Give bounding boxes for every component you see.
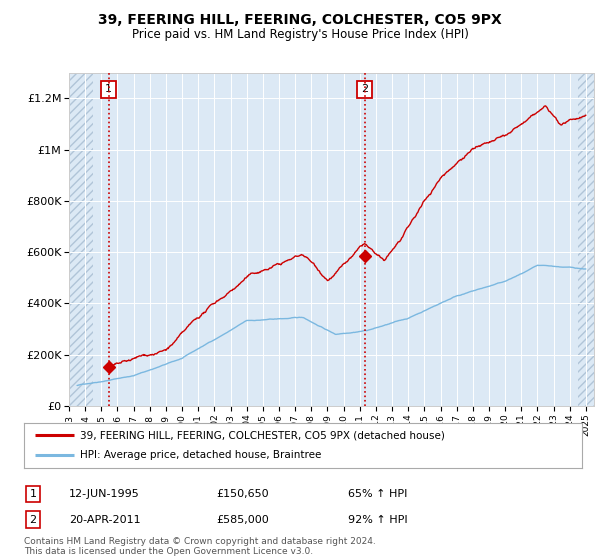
- Text: 39, FEERING HILL, FEERING, COLCHESTER, CO5 9PX (detached house): 39, FEERING HILL, FEERING, COLCHESTER, C…: [80, 430, 445, 440]
- Text: 65% ↑ HPI: 65% ↑ HPI: [348, 489, 407, 499]
- Text: 2: 2: [29, 515, 37, 525]
- Text: Contains HM Land Registry data © Crown copyright and database right 2024.: Contains HM Land Registry data © Crown c…: [24, 537, 376, 546]
- Text: £585,000: £585,000: [216, 515, 269, 525]
- Bar: [578, 73, 594, 406]
- Text: Price paid vs. HM Land Registry's House Price Index (HPI): Price paid vs. HM Land Registry's House …: [131, 28, 469, 41]
- Text: 12-JUN-1995: 12-JUN-1995: [69, 489, 140, 499]
- Text: 92% ↑ HPI: 92% ↑ HPI: [348, 515, 407, 525]
- Text: 2: 2: [361, 85, 368, 95]
- Text: 1: 1: [29, 489, 37, 499]
- Bar: [69, 73, 93, 406]
- Text: 20-APR-2011: 20-APR-2011: [69, 515, 140, 525]
- Text: 1: 1: [105, 85, 112, 95]
- Text: £150,650: £150,650: [216, 489, 269, 499]
- Text: 39, FEERING HILL, FEERING, COLCHESTER, CO5 9PX: 39, FEERING HILL, FEERING, COLCHESTER, C…: [98, 13, 502, 27]
- Text: HPI: Average price, detached house, Braintree: HPI: Average price, detached house, Brai…: [80, 450, 321, 460]
- Text: This data is licensed under the Open Government Licence v3.0.: This data is licensed under the Open Gov…: [24, 547, 313, 556]
